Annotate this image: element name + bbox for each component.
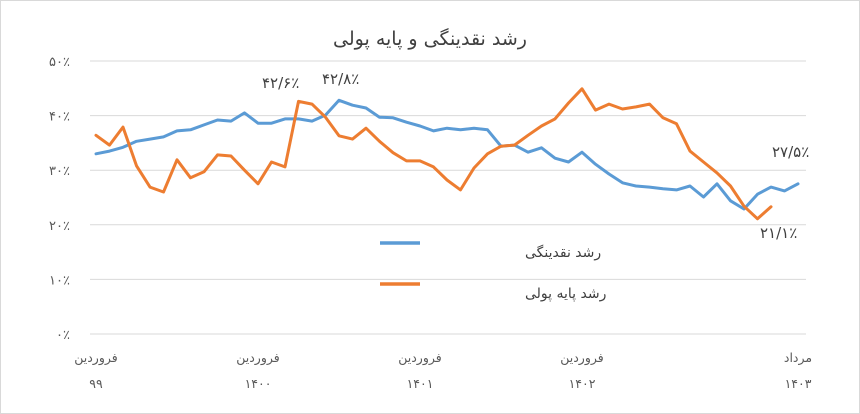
- chart-title: رشد نقدینگی و پایه پولی: [333, 28, 527, 50]
- annotation-base-peak: ۴۲/۶٪: [262, 74, 299, 92]
- data-annotations: ۴۲/۶٪ ۴۲/۸٪ ۲۷/۵٪ ۲۱/۱٪: [262, 70, 809, 242]
- legend-label-liquidity: رشد نقدینگی: [525, 244, 601, 261]
- y-tick-label: ۲۰٪: [49, 219, 70, 234]
- y-tick-label: ۴۰٪: [49, 110, 70, 125]
- x-axis-labels: فروردین ۹۹ فروردین ۱۴۰۰ فروردین ۱۴۰۱ فروردین ۱۴…: [74, 350, 812, 391]
- x-tick-year: ۱۴۰۱: [407, 376, 434, 391]
- x-tick-year: ۹۹: [89, 376, 103, 391]
- x-tick-month: فروردین: [236, 350, 280, 366]
- annotation-liquidity-peak: ۴۲/۸٪: [322, 70, 359, 88]
- x-tick-month: فروردین: [74, 350, 118, 366]
- legend: رشد نقدینگی رشد پایه پولی: [380, 241, 606, 302]
- x-tick-year: ۱۴۰۰: [245, 376, 272, 391]
- x-tick-year: ۱۴۰۳: [785, 376, 812, 391]
- annotation-liquidity-last: ۲۷/۵٪: [772, 143, 809, 161]
- x-tick-month: فروردین: [560, 350, 604, 366]
- y-tick-label: ۱۰٪: [49, 273, 70, 288]
- x-tick-year: ۱۴۰۲: [569, 376, 596, 391]
- y-tick-label: ۵۰٪: [49, 55, 70, 70]
- series-liquidity-line: [94, 98, 800, 211]
- annotation-base-last: ۲۱/۱٪: [760, 224, 797, 242]
- y-tick-label: ۳۰٪: [49, 164, 70, 179]
- x-tick-month: فروردین: [398, 350, 442, 366]
- y-tick-label: ۰٪: [56, 328, 70, 343]
- gridlines: [90, 60, 806, 335]
- x-tick-month: مرداد: [784, 350, 812, 366]
- series-monetary-base-line: [94, 87, 773, 221]
- legend-label-monetary-base: رشد پایه پولی: [525, 286, 606, 302]
- y-axis-labels: ۰٪ ۱۰٪ ۲۰٪ ۳۰٪ ۴۰٪ ۵۰٪: [49, 55, 70, 343]
